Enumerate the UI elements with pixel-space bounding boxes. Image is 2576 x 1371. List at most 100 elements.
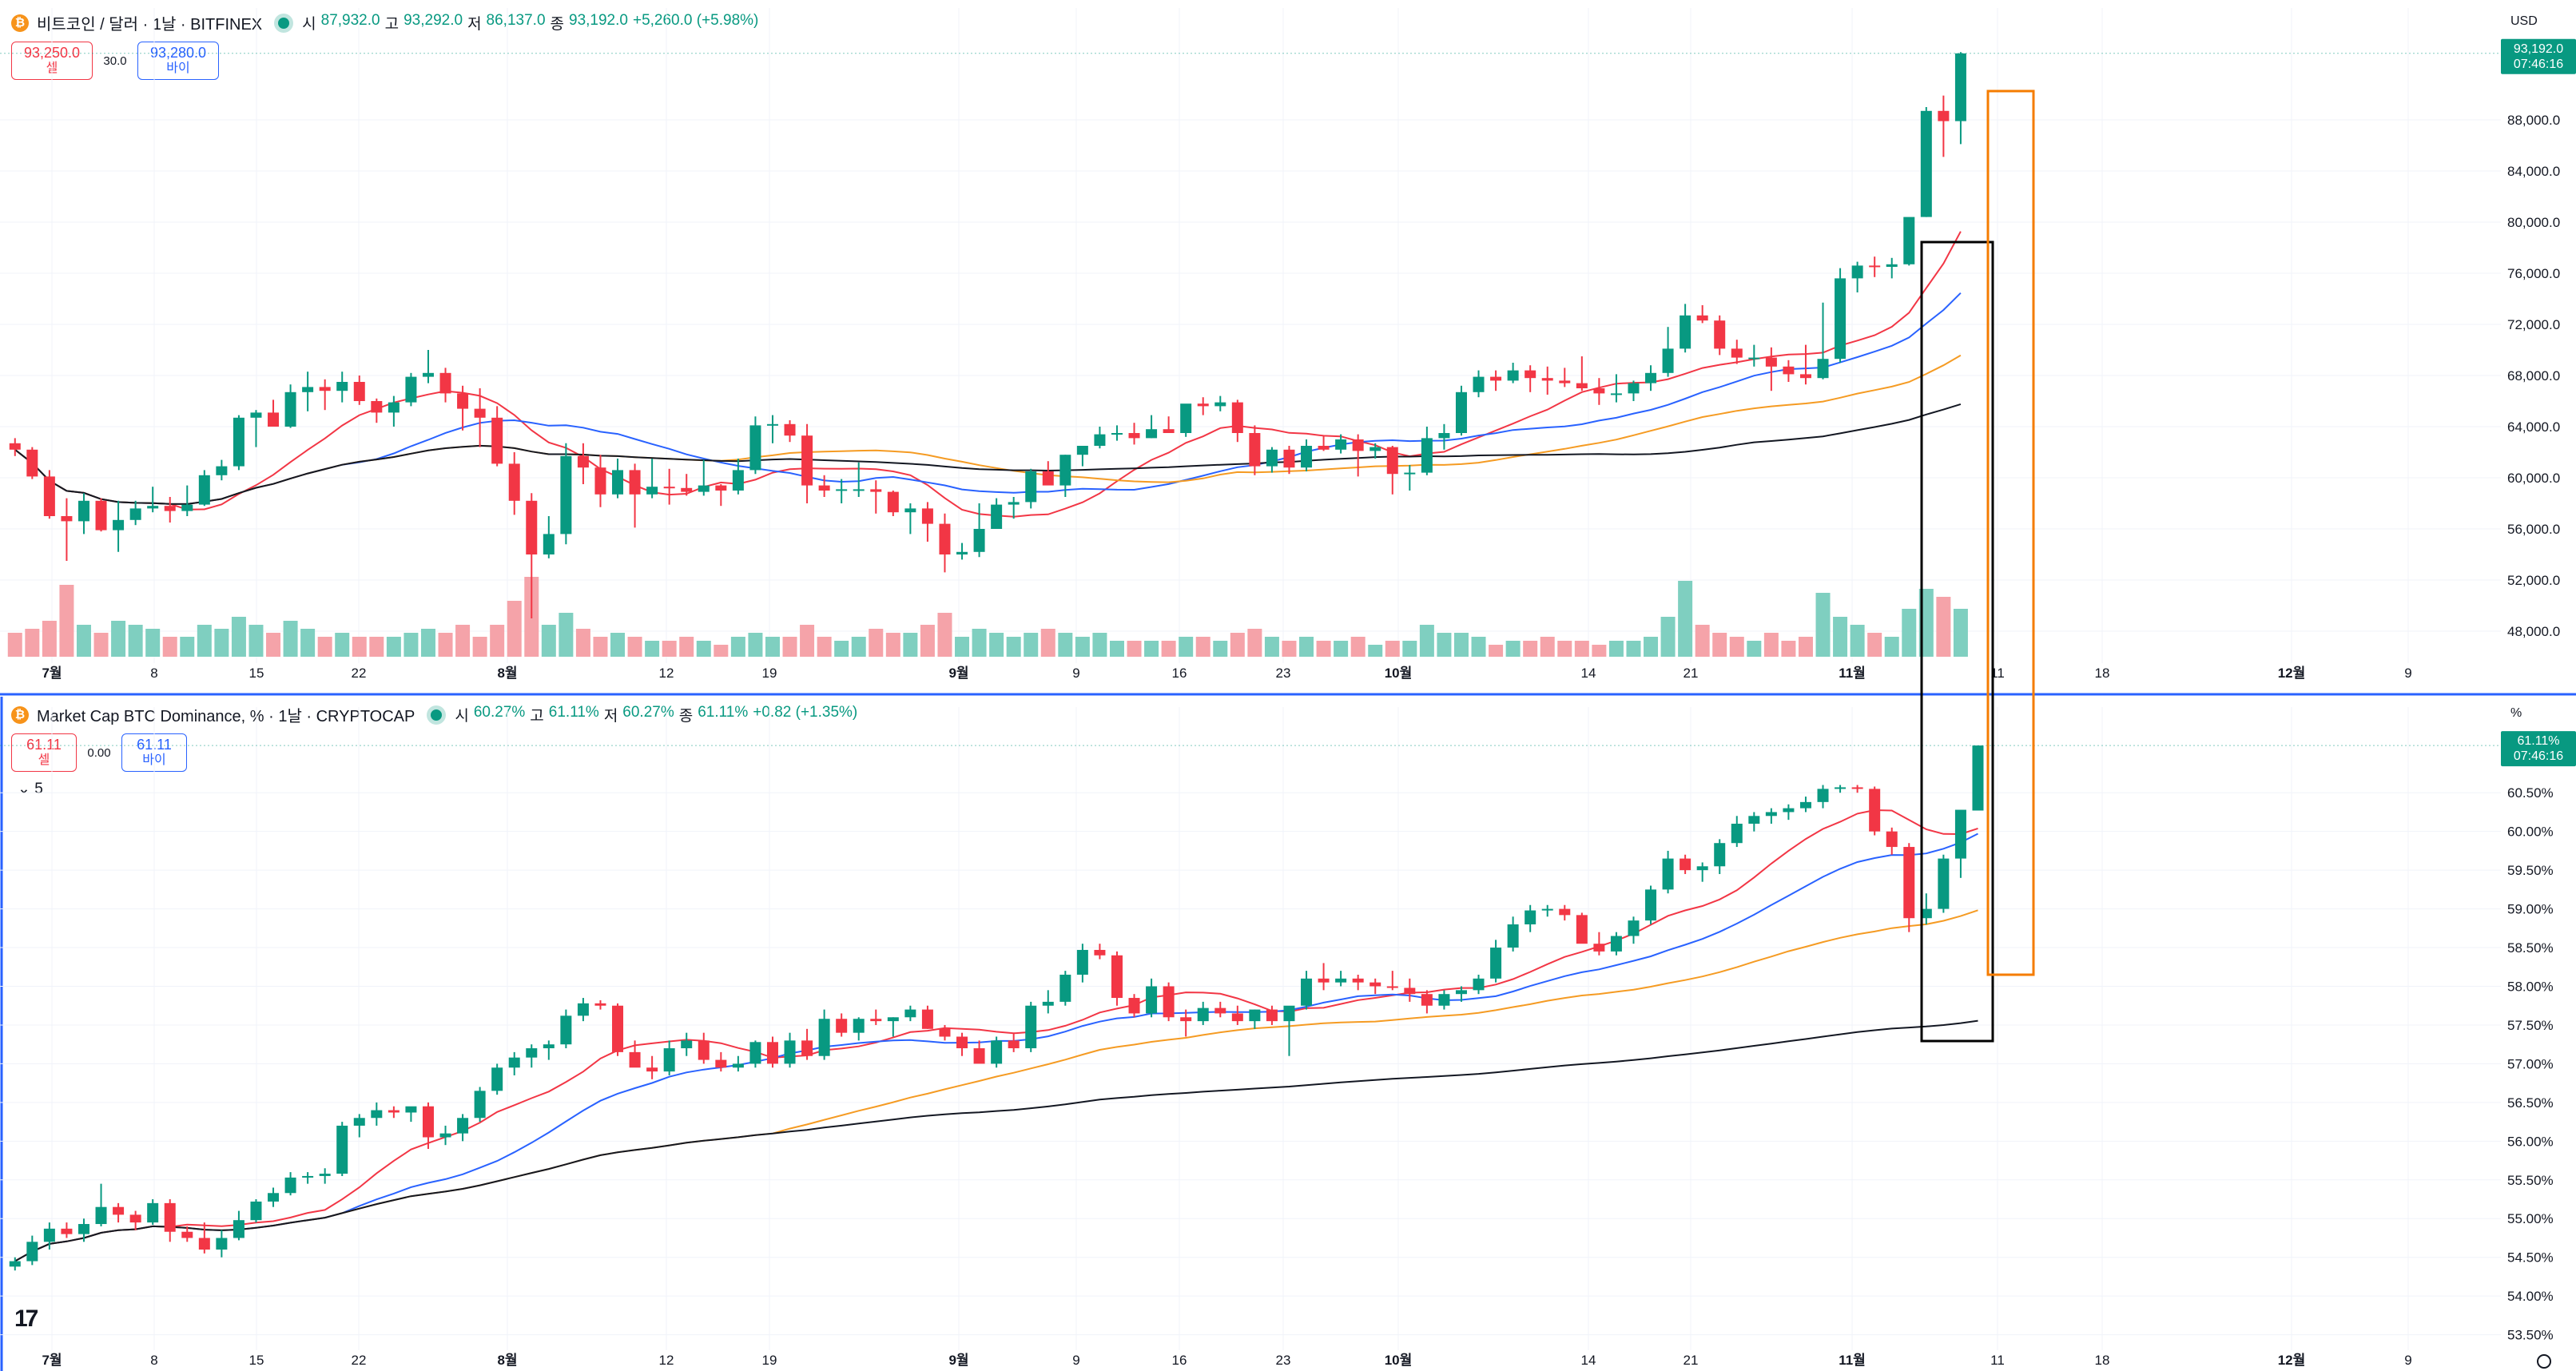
volume-bar xyxy=(1592,645,1607,657)
x-tick-label: 21 xyxy=(1684,1353,1699,1368)
y-tick-label: 68,000.0 xyxy=(2507,368,2560,383)
candle xyxy=(181,504,193,511)
bitcoin-icon: ₿ xyxy=(11,705,29,724)
volume-bar xyxy=(1230,633,1245,657)
symbol-title[interactable]: 비트코인 / 달러 · 1날 · BITFINEX xyxy=(37,16,263,34)
x-tick-label: 11 xyxy=(1990,1353,2005,1368)
candle xyxy=(1231,1013,1243,1022)
candle xyxy=(818,485,830,491)
candle xyxy=(887,491,899,513)
candle xyxy=(336,1125,348,1174)
candle xyxy=(1008,1040,1020,1049)
y-tick-label: 58.00% xyxy=(2507,980,2554,995)
candle xyxy=(1938,858,1950,909)
candle xyxy=(543,534,555,554)
candle xyxy=(1283,1005,1295,1022)
candle xyxy=(1714,320,1726,349)
volume-bar xyxy=(214,629,229,657)
settings-icon xyxy=(2537,1354,2551,1369)
candle xyxy=(61,516,73,522)
y-tick-label: 88,000.0 xyxy=(2507,113,2560,128)
candle xyxy=(1662,348,1674,373)
symbol-header-dominance[interactable]: ₿ Market Cap BTC Dominance, % · 1날 · CRY… xyxy=(11,703,857,726)
volume-bar xyxy=(1334,641,1349,657)
volume-bar xyxy=(1644,637,1659,657)
candle xyxy=(422,372,434,377)
x-tick-label: 8월 xyxy=(497,666,517,681)
volume-bar xyxy=(920,625,935,657)
last-price-label: 93,192.0 xyxy=(2514,42,2563,56)
volume-bar xyxy=(300,629,316,657)
volume-bar xyxy=(1109,641,1124,657)
y-tick-label: 56.00% xyxy=(2507,1134,2554,1149)
volume-bar xyxy=(1419,625,1434,657)
buy-button[interactable]: 93,280.0 바이 xyxy=(137,42,219,80)
volume-bar xyxy=(559,613,574,657)
x-tick-label: 8 xyxy=(150,1353,157,1368)
candle xyxy=(715,485,727,491)
candle xyxy=(61,1228,73,1234)
volume-bar xyxy=(1815,593,1831,657)
countdown-label: 07:46:16 xyxy=(2514,749,2563,763)
x-tick-label: 11월 xyxy=(1839,666,1866,681)
candle xyxy=(939,1028,951,1037)
candle xyxy=(1559,380,1571,383)
x-tick-label: 9월 xyxy=(948,666,968,681)
volume-bar xyxy=(1712,633,1727,657)
moving-average-line xyxy=(14,909,1978,1262)
candle xyxy=(1301,978,1313,1006)
volume-bar xyxy=(730,637,745,657)
volume-bar xyxy=(369,637,384,657)
volume-bar xyxy=(782,637,797,657)
candle xyxy=(646,487,658,495)
candle xyxy=(732,1063,744,1068)
last-price-badge xyxy=(2501,38,2576,74)
candle xyxy=(904,508,916,513)
candle xyxy=(749,1042,761,1064)
volume-bar xyxy=(1195,637,1210,657)
candle xyxy=(577,455,589,468)
candle xyxy=(1748,816,1760,824)
volume-bar xyxy=(420,629,435,657)
candle xyxy=(1490,948,1502,979)
symbol-title[interactable]: Market Cap BTC Dominance, % · 1날 · CRYPT… xyxy=(37,708,415,725)
volume-bar xyxy=(1058,633,1073,657)
volume-bar xyxy=(403,633,419,657)
annotation-box-black xyxy=(1920,240,1994,1043)
candle xyxy=(766,423,778,426)
volume-bar xyxy=(42,621,57,657)
currency-unit[interactable]: USD xyxy=(2510,14,2538,28)
tradingview-logo-icon[interactable]: 17 xyxy=(14,1305,38,1332)
candle xyxy=(594,1003,606,1006)
candle xyxy=(1455,391,1467,433)
indicators-toggle[interactable]: ⌄ 5 xyxy=(18,781,43,797)
candle xyxy=(1180,403,1192,433)
candle xyxy=(1593,388,1605,394)
candle xyxy=(1903,217,1915,264)
x-tick-label: 12 xyxy=(659,666,674,681)
y-tick-label: 60.50% xyxy=(2507,785,2554,801)
candle xyxy=(439,1133,451,1138)
candle xyxy=(95,500,107,531)
volume-bar xyxy=(1608,641,1624,657)
candle xyxy=(784,423,796,436)
volume-bar xyxy=(1179,637,1194,657)
x-tick-label: 12 xyxy=(659,1353,674,1368)
y-tick-label: 64,000.0 xyxy=(2507,419,2560,435)
x-tick-label: 7월 xyxy=(42,1353,62,1368)
market-open-icon xyxy=(431,709,443,721)
volume-bar xyxy=(1264,637,1279,657)
volume-bar xyxy=(1350,637,1366,657)
candle xyxy=(336,382,348,391)
candle xyxy=(1817,359,1829,379)
volume-bar xyxy=(1763,633,1779,657)
candle xyxy=(388,1110,400,1113)
volume-bar xyxy=(507,601,522,657)
candle xyxy=(1954,53,1966,121)
volume-bar xyxy=(1368,645,1383,657)
sell-button[interactable]: 61.11 셀 xyxy=(11,733,77,772)
candle xyxy=(1714,843,1726,867)
volume-bar xyxy=(197,625,212,657)
